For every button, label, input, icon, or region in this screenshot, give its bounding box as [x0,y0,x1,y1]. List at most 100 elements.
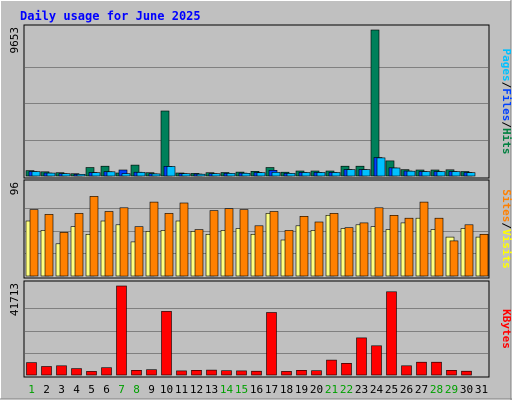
hits-bar-hits-day-24 [370,29,380,177]
visits-bar-sites-day-15 [239,209,249,277]
x-axis: 1 2 3 4 5 6 7 8 9 10 11 12 13 14 15 16 17 18 19 20 21 22 23 24 2… [28,383,488,396]
kbytes-bar-kbytes-day-18 [281,371,292,376]
x-tick-label-2: 2 [43,383,50,396]
visits-series-sites [29,196,489,277]
kbytes-bar-kbytes-day-21 [326,359,337,376]
panel-hits: 9653 Pages/Files/Hits [8,24,512,179]
visits-bar-sites-day-26 [404,217,414,277]
visits-bar-sites-day-13 [209,210,219,277]
x-tick-label-26: 26 [400,383,413,396]
x-tick-label-4: 4 [73,383,80,396]
visits-bar-sites-day-11 [179,202,189,277]
x-tick-label-31: 31 [475,383,488,396]
hits-legend-text: Pages/Files/Hits [500,49,512,155]
kbytes-plot-area [23,280,490,378]
hits-plot-area [23,24,490,179]
kbytes-bar-kbytes-day-28 [431,361,442,376]
visits-legend-text: Sites/Visits [500,189,512,269]
hits-bar-pages-day-6 [106,171,116,177]
hits-bar-pages-day-19 [301,172,311,177]
x-tick-label-15: 15 [235,383,248,396]
kbytes-bar-kbytes-day-19 [296,369,307,376]
hits-bar-pages-day-17 [271,172,281,177]
panels: 9653 Pages/Files/Hits 96 Sites/Visits 41713K… [8,24,512,378]
visits-bar-sites-day-2 [44,214,54,277]
kbytes-bar-kbytes-day-8 [131,369,142,376]
visits-bar-sites-day-1 [29,209,39,277]
legend-separator: / [500,222,512,229]
kbytes-bar-kbytes-day-26 [401,365,412,376]
visits-bar-sites-day-12 [194,229,204,277]
legend-item-pages: Pages [500,49,512,82]
panel-kbytes: 41713 KBytes [8,280,512,378]
x-tick-label-9: 9 [148,383,155,396]
x-tick-label-28: 28 [430,383,443,396]
hits-bar-pages-day-27 [421,171,431,177]
visits-bar-sites-day-17 [269,211,279,277]
legend-item-kbytes: KBytes [500,309,512,349]
kbytes-bar-kbytes-day-15 [236,370,247,376]
x-tick-label-16: 16 [250,383,263,396]
hits-bar-pages-day-1 [31,171,41,177]
legend-item-hits: Hits [500,128,512,155]
visits-bar-sites-day-30 [464,224,474,277]
chart-title: Daily usage for June 2025 [20,9,201,23]
kbytes-bar-kbytes-day-20 [311,370,322,376]
hits-bar-pages-day-5 [91,172,101,177]
x-tick-label-6: 6 [103,383,110,396]
kbytes-bar-kbytes-day-5 [86,371,97,376]
visits-bar-sites-day-29 [449,240,459,277]
hits-bar-pages-day-9 [151,173,161,177]
x-tick-label-29: 29 [445,383,458,396]
kbytes-bar-kbytes-day-25 [386,291,397,376]
x-tick-label-25: 25 [385,383,398,396]
kbytes-bar-kbytes-day-3 [56,365,67,376]
x-tick-label-24: 24 [370,383,384,396]
hits-bar-pages-day-25 [391,167,401,177]
hits-bar-pages-day-20 [316,172,326,177]
panel-visits: 96 Sites/Visits [8,179,512,279]
x-tick-label-5: 5 [88,383,95,396]
x-tick-label-14: 14 [220,383,234,396]
visits-bar-sites-day-14 [224,208,234,277]
hits-bar-pages-day-11 [181,173,191,177]
kbytes-bar-kbytes-day-16 [251,370,262,376]
visits-bar-sites-day-28 [434,217,444,277]
kbytes-bar-kbytes-day-23 [356,337,367,376]
kbytes-bar-kbytes-day-9 [146,369,157,376]
x-tick-label-10: 10 [160,383,173,396]
visits-bar-sites-day-20 [314,221,324,277]
visits-bar-sites-day-27 [419,201,429,277]
hits-bar-pages-day-16 [256,172,266,177]
visits-max-label: 96 [8,182,21,195]
hits-bar-pages-day-3 [61,173,71,177]
hits-bar-pages-day-12 [196,173,206,177]
x-tick-label-27: 27 [415,383,428,396]
x-tick-label-8: 8 [133,383,140,396]
hits-bar-pages-day-14 [226,173,236,177]
kbytes-bar-kbytes-day-2 [41,366,52,376]
hits-bar-pages-day-8 [136,172,146,177]
visits-bar-sites-day-23 [359,222,369,277]
hits-bar-pages-day-4 [76,174,86,177]
visits-bar-sites-day-5 [89,196,99,277]
kbytes-series-kbytes [26,285,472,376]
visits-bar-sites-day-18 [284,230,294,277]
hits-max-label: 9653 [8,27,21,54]
kbytes-bar-kbytes-day-7 [116,285,127,376]
visits-bar-sites-day-3 [59,232,69,277]
hits-bar-pages-day-23 [361,169,371,177]
hits-bar-pages-day-2 [46,172,56,177]
x-tick-label-18: 18 [280,383,293,396]
visits-bar-sites-day-24 [374,207,384,277]
kbytes-bar-kbytes-day-4 [71,368,82,376]
x-tick-label-3: 3 [58,383,65,396]
kbytes-bar-kbytes-day-27 [416,361,427,376]
hits-bar-pages-day-28 [436,171,446,177]
legend-item-visits: Visits [500,229,512,269]
x-tick-label-19: 19 [295,383,308,396]
kbytes-bar-kbytes-day-10 [161,311,172,376]
visits-bar-sites-day-31 [479,234,489,277]
kbytes-bar-kbytes-day-22 [341,362,352,376]
